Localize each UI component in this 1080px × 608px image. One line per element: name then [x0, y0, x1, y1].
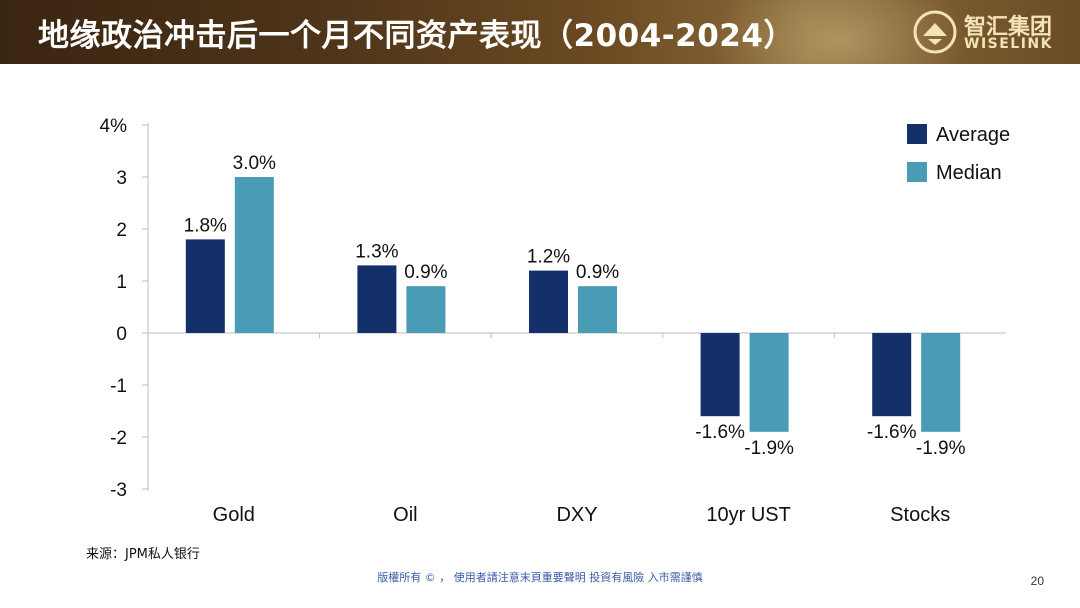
header-bar: 地缘政治冲击后一个月不同资产表现（2004-2024） 智汇集团 WISELIN…: [0, 0, 1080, 64]
brand-logo: 智汇集团 WISELINK: [912, 9, 1062, 55]
bar-average: [529, 270, 568, 333]
bar-median: [234, 177, 274, 333]
disclaimer-text: 版權所有 © ， 使用者請注意末頁重要聲明 投資有風險 入市需謹慎: [377, 571, 703, 584]
y-tick-label: -3: [110, 480, 127, 501]
x-category-label: Stocks: [890, 504, 950, 526]
bar-value-label: 0.9%: [576, 262, 619, 283]
y-tick-label: 1: [116, 272, 127, 293]
bar-value-label: 1.8%: [184, 215, 227, 236]
page-title: 地缘政治冲击后一个月不同资产表现（2004-2024）: [38, 18, 795, 54]
x-category-label: Oil: [393, 504, 417, 526]
bar-average: [872, 333, 912, 417]
legend-label-median: Median: [936, 162, 1002, 184]
bar-average: [357, 265, 397, 333]
y-tick-label: 4%: [100, 116, 128, 137]
y-tick-label: 3: [116, 168, 127, 189]
bar-value-label: 1.3%: [355, 241, 398, 262]
bar-median: [921, 333, 961, 432]
x-category-label: DXY: [556, 504, 597, 526]
bar-median: [406, 286, 446, 333]
legend-swatch-average: [907, 124, 927, 144]
bar-value-label: 3.0%: [233, 153, 276, 174]
legend-swatch-median: [907, 162, 927, 182]
bar-median: [749, 333, 789, 432]
source-note: 来源：JPM私人银行: [86, 547, 200, 562]
logo-english-name: WISELINK: [964, 36, 1053, 52]
x-category-label: Gold: [213, 504, 255, 526]
wiselink-logo-icon: [913, 10, 957, 54]
bar-value-label: 0.9%: [404, 262, 447, 283]
bar-median: [578, 286, 617, 333]
bar-value-label: -1.9%: [916, 438, 966, 459]
y-tick-label: 0: [116, 324, 127, 345]
logo-chinese-name: 智汇集团: [964, 15, 1053, 40]
bar-chart: 4% 3 2 1 0 -1 -2 -3 1.8% 3.0% 1.3% 0.9% 1.2% 0.9% -1.…: [100, 116, 1011, 526]
y-tick-label: -1: [110, 376, 127, 397]
bar-average: [700, 333, 740, 417]
y-tick-label: -2: [110, 428, 127, 449]
x-category-label: 10yr UST: [706, 504, 790, 526]
legend-label-average: Average: [936, 124, 1010, 146]
bar-value-label: -1.6%: [695, 422, 745, 443]
y-tick-label: 2: [116, 220, 127, 241]
bar-value-label: 1.2%: [527, 247, 570, 268]
bar-average: [185, 239, 225, 333]
bar-value-label: -1.9%: [744, 438, 794, 459]
bar-value-label: -1.6%: [867, 422, 917, 443]
page-number: 20: [1030, 574, 1044, 588]
